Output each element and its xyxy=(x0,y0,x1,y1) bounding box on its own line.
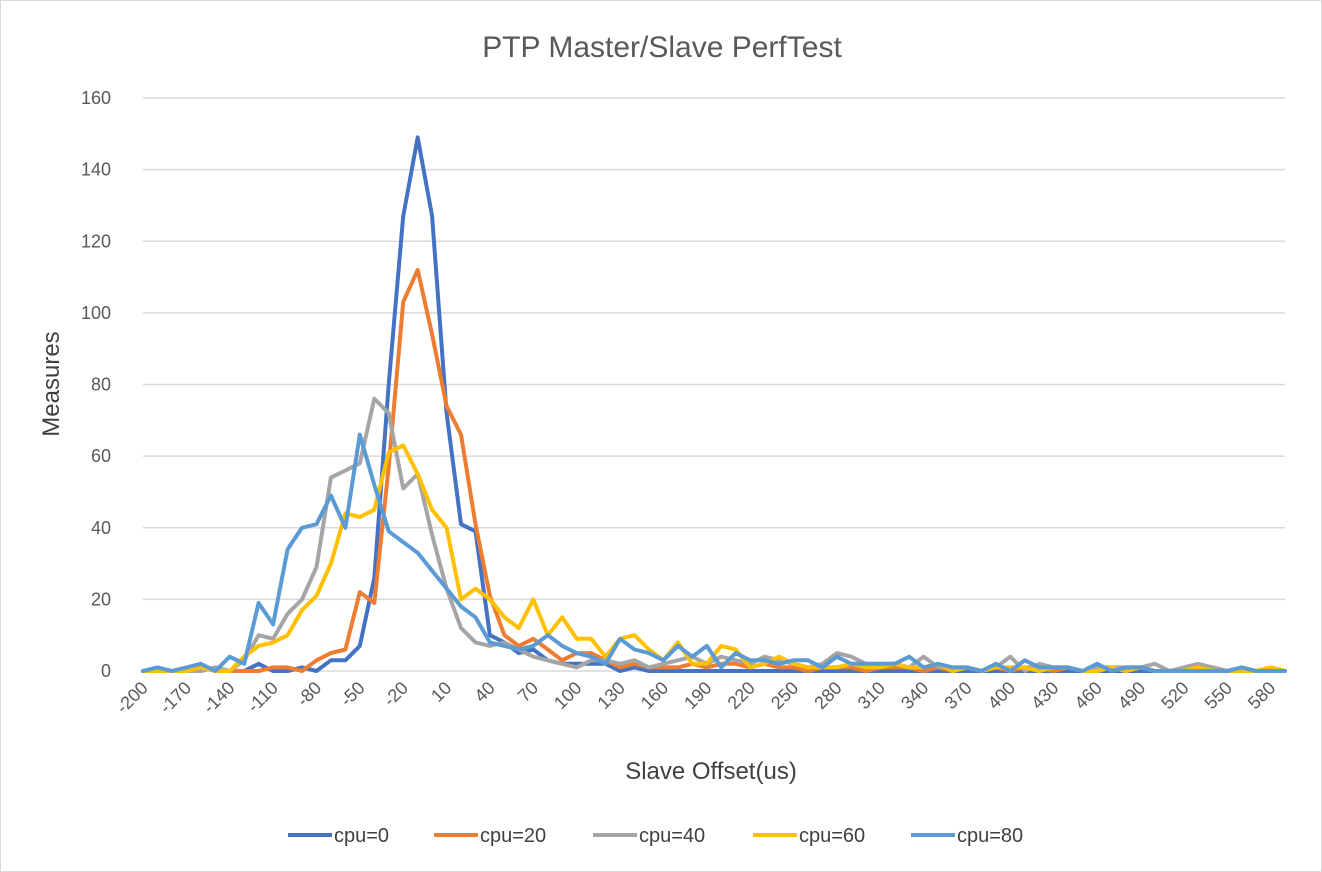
x-tick-label: 340 xyxy=(897,678,932,713)
legend-label: cpu=80 xyxy=(957,825,1023,847)
gridlines xyxy=(143,97,1285,672)
legend-item: cpu=20 xyxy=(434,825,546,847)
chart-title: PTP Master/Slave PerfTest xyxy=(482,31,842,64)
x-tick-label: 520 xyxy=(1157,678,1192,713)
y-axis-tick-labels: 0 20 40 60 80 100 120 140 160 xyxy=(81,88,111,681)
x-tick-label: 10 xyxy=(427,678,455,706)
legend-label: cpu=40 xyxy=(639,825,705,847)
x-tick-label: 580 xyxy=(1244,678,1279,713)
x-tick-label: 280 xyxy=(810,678,845,713)
y-tick-label: 40 xyxy=(91,518,111,538)
x-tick-label: 70 xyxy=(514,678,542,706)
y-tick-label: 140 xyxy=(81,160,111,180)
legend-item: cpu=60 xyxy=(753,825,865,847)
legend-label: cpu=0 xyxy=(334,825,389,847)
x-axis-title: Slave Offset(us) xyxy=(625,758,797,785)
legend-item: cpu=0 xyxy=(288,825,389,847)
x-tick-label: 550 xyxy=(1201,678,1236,713)
y-tick-label: 80 xyxy=(91,375,111,395)
legend-label: cpu=60 xyxy=(799,825,865,847)
y-tick-label: 120 xyxy=(81,231,111,251)
series-line-cpu-40 xyxy=(141,396,1287,673)
x-tick-label: -140 xyxy=(199,678,239,718)
legend-item: cpu=80 xyxy=(911,825,1023,847)
x-tick-label: -170 xyxy=(156,678,196,718)
x-tick-label: 310 xyxy=(854,678,889,713)
legend: cpu=0 cpu=20 cpu=40 cpu=60 cpu=80 xyxy=(288,825,1023,847)
x-tick-label: 370 xyxy=(940,678,975,713)
y-tick-label: 100 xyxy=(81,303,111,323)
x-tick-label: -20 xyxy=(379,678,412,711)
x-axis-tick-labels: -200 -170 -140 -110 -80 -50 -20 10 40 70 100 130 160… xyxy=(112,678,1279,718)
series-line-cpu-0 xyxy=(141,135,1287,673)
y-tick-label: 60 xyxy=(91,446,111,466)
x-tick-label: 250 xyxy=(767,678,802,713)
x-tick-label: 490 xyxy=(1114,678,1149,713)
legend-item: cpu=40 xyxy=(593,825,705,847)
x-tick-label: 430 xyxy=(1027,678,1062,713)
x-tick-label: 160 xyxy=(637,678,672,713)
x-tick-label: -50 xyxy=(336,678,369,711)
series-line-cpu-60 xyxy=(141,443,1287,673)
x-tick-label: 220 xyxy=(724,678,759,713)
y-tick-label: 0 xyxy=(101,661,111,681)
legend-label: cpu=20 xyxy=(480,825,546,847)
series-lines xyxy=(141,135,1287,673)
x-tick-label: 460 xyxy=(1071,678,1106,713)
x-tick-label: -110 xyxy=(243,678,282,717)
series-line-cpu-20 xyxy=(141,267,1287,673)
x-tick-label: 400 xyxy=(984,678,1019,713)
y-tick-label: 160 xyxy=(81,88,111,108)
y-tick-label: 20 xyxy=(91,589,111,609)
x-tick-label: 100 xyxy=(550,678,585,713)
x-tick-label: 130 xyxy=(593,678,628,713)
x-tick-label: -80 xyxy=(293,678,326,711)
y-axis-title: Measures xyxy=(38,331,65,436)
x-tick-label: 190 xyxy=(680,678,715,713)
x-tick-label: -200 xyxy=(112,678,152,718)
x-tick-label: 40 xyxy=(470,678,498,706)
series-line-cpu-80 xyxy=(141,432,1287,673)
